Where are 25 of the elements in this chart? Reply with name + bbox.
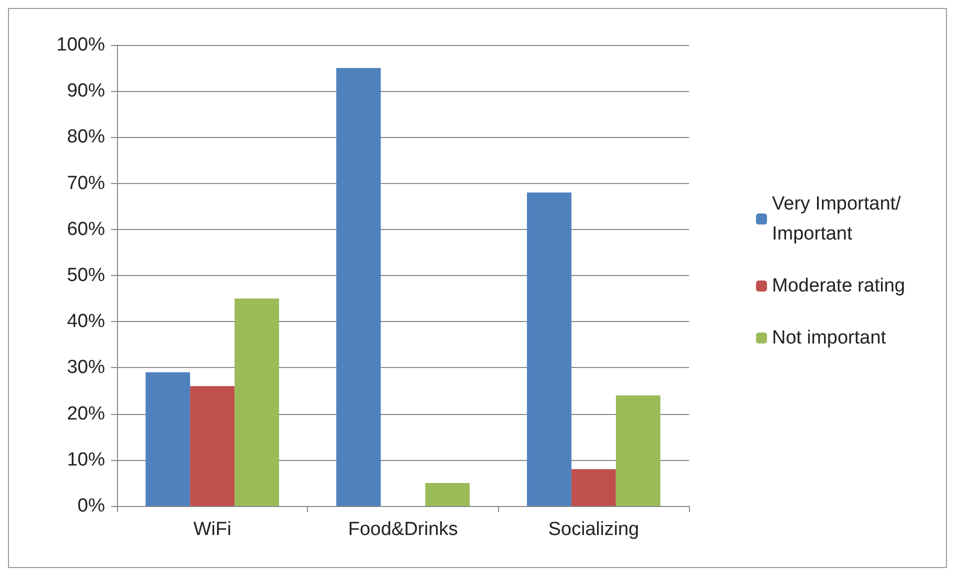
legend-label: Moderate rating (772, 276, 906, 296)
y-tick-label: 60% (66, 218, 106, 240)
bar (526, 192, 572, 506)
y-tick-label: 80% (66, 126, 106, 148)
x-tick-label: Food&Drinks (348, 519, 458, 540)
legend-label: Very Important/ Important (772, 194, 906, 244)
bar (425, 482, 470, 506)
bar (616, 395, 660, 506)
y-tick-label: 50% (66, 265, 106, 286)
x-tick-label: WiFi (193, 519, 232, 540)
bar (571, 469, 616, 506)
y-tick-label: 0% (78, 496, 106, 516)
y-tick-label: 90% (66, 80, 106, 102)
y-tick-label: 10% (66, 449, 106, 470)
y-tick-label: 40% (66, 311, 106, 332)
y-tick-label: 70% (66, 172, 106, 194)
y-tick-label: 20% (66, 403, 106, 424)
bar (146, 372, 190, 506)
y-tick-label: 100% (56, 34, 106, 56)
legend-label: Not important (772, 328, 887, 348)
bar (190, 386, 235, 506)
y-tick-label: 30% (66, 357, 106, 378)
bar (234, 298, 280, 506)
bar (336, 68, 381, 506)
x-tick-label: Socializing (548, 519, 640, 540)
